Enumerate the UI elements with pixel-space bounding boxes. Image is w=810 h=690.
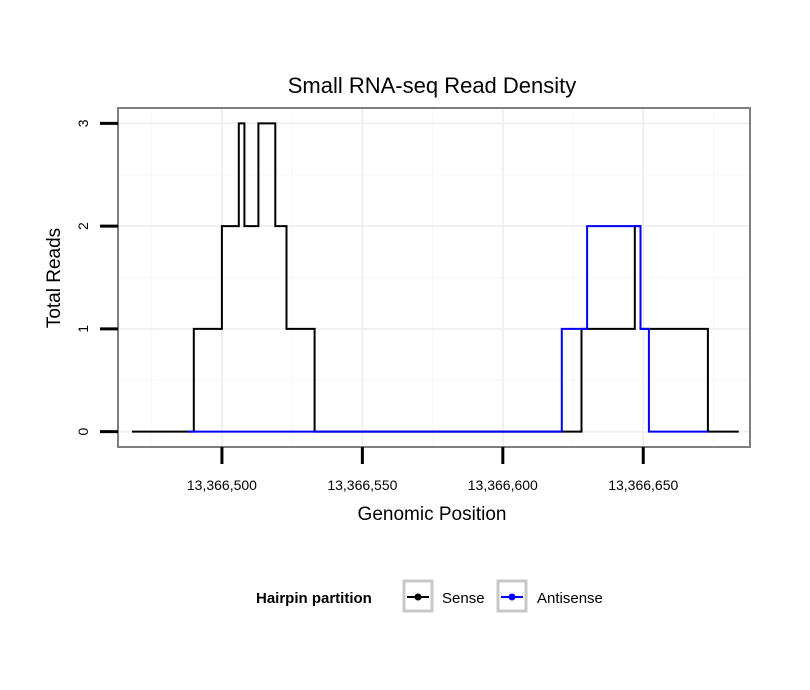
legend: Hairpin partition Sense Antisense: [256, 579, 603, 613]
x-tick-label: 13,366,650: [608, 477, 678, 493]
series-line-antisense: [188, 225, 708, 433]
x-axis-title: Genomic Position: [358, 504, 507, 525]
legend-item-sense: Sense: [402, 579, 485, 613]
legend-dot-antisense: [508, 593, 516, 601]
series-lines: [132, 122, 739, 433]
x-tick-label: 13,366,500: [187, 477, 257, 493]
y-tick-label: 2: [75, 222, 91, 230]
y-tick-label: 0: [75, 427, 91, 435]
x-tick-label: 13,366,600: [468, 477, 538, 493]
legend-label-sense: Sense: [442, 590, 485, 607]
legend-dot-sense: [414, 593, 422, 601]
x-axis: 13,366,500 13,366,550 13,366,600 13,366,650: [187, 447, 679, 493]
legend-item-antisense: Antisense: [496, 579, 603, 613]
y-axis-title: Total Reads: [44, 228, 65, 328]
plot-border: [117, 107, 751, 448]
legend-title: Hairpin partition: [256, 590, 372, 607]
y-tick-label: 1: [75, 325, 91, 333]
grid-lines: [118, 108, 750, 447]
legend-label-antisense: Antisense: [537, 590, 603, 607]
y-tick-label: 3: [75, 119, 91, 127]
y-axis: 0 1 2 3: [75, 119, 118, 435]
x-tick-label: 13,366,550: [327, 477, 397, 493]
chart-title: Small RNA-seq Read Density: [288, 73, 577, 98]
